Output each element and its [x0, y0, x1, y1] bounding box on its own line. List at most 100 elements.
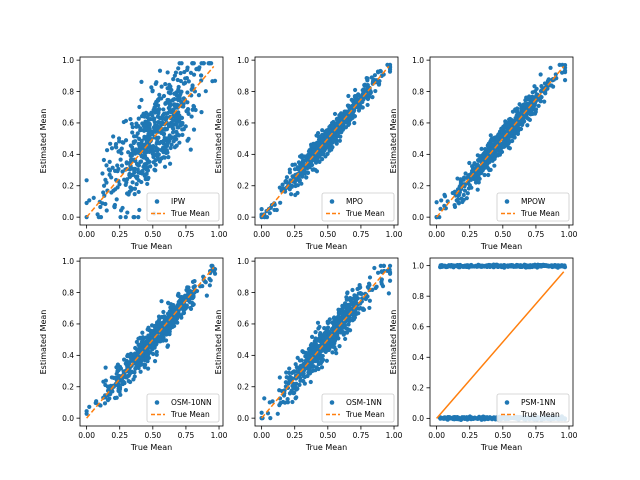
scatter-point [135, 131, 140, 136]
scatter-point [387, 271, 393, 276]
scatter-point [292, 167, 298, 172]
scatter-point [310, 368, 315, 374]
subplot-4: 0.00 0.25 0.50 0.75 1.00 0.0 0.2 0.4 0.6 0.8 1.0 Tr… [39, 257, 228, 452]
scatter-point [128, 354, 134, 359]
y-tick-label: 0.2 [412, 384, 424, 393]
scatter-point [163, 317, 168, 322]
scatter-point [325, 151, 330, 156]
scatter-point [101, 183, 107, 188]
scatter-point [165, 140, 171, 145]
scatter-point [516, 129, 521, 134]
x-tick-label: 0.75 [178, 230, 195, 239]
scatter-point [191, 61, 196, 66]
scatter-point [476, 264, 481, 269]
scatter-point [194, 67, 199, 72]
axes-frame [79, 56, 224, 226]
scatter-point [104, 163, 109, 168]
y-tick-label: 1.0 [62, 56, 74, 65]
scatter-point [316, 137, 322, 142]
scatter-point [277, 403, 282, 408]
scatter-point [144, 138, 149, 143]
scatter-point [506, 145, 511, 150]
subplot-6: 0.00 0.25 0.50 0.75 1.00 0.0 0.2 0.4 0.6 0.8 1.0 Tr… [389, 257, 578, 452]
scatter-point [132, 169, 137, 174]
scatter-point [176, 66, 181, 71]
legend-label: IPW [171, 197, 186, 206]
y-tick-label: 0.8 [237, 288, 249, 297]
scatter-point [282, 400, 288, 405]
points-group [259, 263, 393, 421]
scatter-point [178, 70, 183, 76]
scatter-point [133, 147, 139, 152]
scatter-point [139, 336, 144, 341]
scatter-point [132, 192, 137, 197]
scatter-point [93, 400, 98, 406]
y-tick-label: 0.6 [62, 320, 74, 329]
scatter-point [461, 192, 466, 198]
scatter-point [325, 325, 331, 330]
scatter-point [149, 323, 155, 328]
scatter-point [123, 388, 129, 393]
scatter-point [156, 157, 161, 162]
y-axis-label: Estimated Mean [214, 310, 223, 375]
y-tick-label: 0.8 [412, 292, 424, 301]
scatter-point [562, 78, 568, 83]
scatter-point [106, 384, 112, 389]
scatter-point [134, 339, 139, 345]
scatter-point [146, 117, 151, 122]
scatter-point [353, 298, 359, 303]
scatter-point [117, 386, 123, 391]
scatter-point [107, 159, 112, 164]
scatter-point [140, 357, 145, 362]
scatter-point [139, 97, 144, 103]
scatter-point [167, 321, 173, 326]
scatter-point [320, 157, 325, 162]
scatter-point [315, 141, 321, 146]
scatter-point [486, 172, 491, 178]
scatter-point [147, 144, 153, 149]
scatter-point [130, 130, 135, 135]
scatter-point [179, 61, 184, 66]
scatter-point [538, 99, 543, 104]
scatter-point [324, 328, 329, 333]
scatter-point [152, 167, 157, 172]
scatter-point [173, 113, 178, 118]
scatter-point [156, 314, 162, 319]
scatter-point [284, 175, 290, 180]
scatter-point [338, 111, 344, 116]
scatter-point [353, 294, 358, 299]
scatter-point [145, 176, 151, 182]
y-tick-label: 0.2 [412, 182, 424, 191]
scatter-point [171, 126, 176, 132]
scatter-point [178, 313, 184, 318]
scatter-point [512, 135, 517, 140]
scatter-point [165, 150, 170, 155]
scatter-point [372, 265, 377, 271]
scatter-point [84, 200, 89, 206]
scatter-point [559, 70, 565, 75]
scatter-point [293, 396, 298, 401]
scatter-point [175, 77, 180, 83]
scatter-point [130, 180, 135, 185]
scatter-point [313, 330, 318, 335]
scatter-point [128, 117, 133, 122]
scatter-point [157, 141, 162, 146]
scatter-point [499, 126, 504, 131]
scatter-point [144, 161, 150, 166]
scatter-point [524, 115, 530, 120]
scatter-point [299, 155, 305, 160]
scatter-point [489, 137, 495, 142]
scatter-point [441, 416, 446, 421]
scatter-point [126, 150, 131, 155]
x-axis-label: True Mean [130, 242, 172, 251]
x-tick-label: 0.50 [144, 230, 161, 239]
legend: OSM-10NN True Mean [146, 393, 220, 423]
scatter-point [324, 335, 329, 340]
scatter-point [513, 125, 518, 130]
axes-frame [79, 257, 224, 427]
scatter-point [171, 77, 176, 82]
scatter-point [124, 374, 129, 379]
scatter-point [155, 135, 160, 141]
scatter-point [319, 342, 325, 347]
legend-label: True Mean [345, 410, 385, 419]
